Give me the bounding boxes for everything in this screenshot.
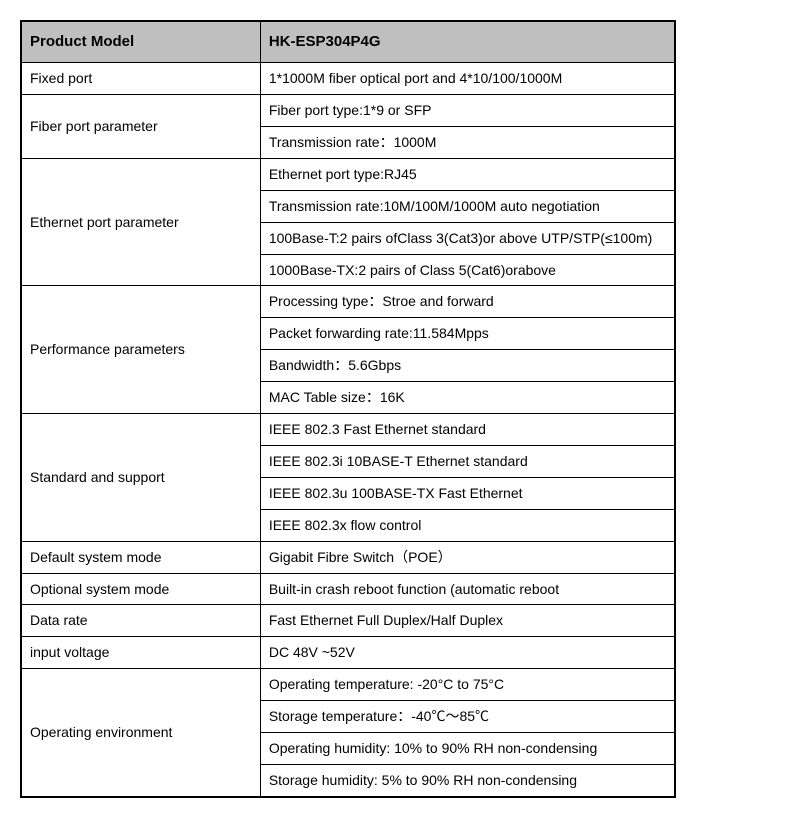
row-value: Processing type：Stroe and forward: [260, 286, 675, 318]
row-value: Bandwidth：5.6Gbps: [260, 350, 675, 382]
row-label: Ethernet port parameter: [21, 158, 260, 286]
header-value: HK-ESP304P4G: [260, 21, 675, 63]
row-label: Performance parameters: [21, 286, 260, 414]
row-value: 1*1000M fiber optical port and 4*10/100/…: [260, 63, 675, 95]
table-header-row: Product Model HK-ESP304P4G: [21, 21, 675, 63]
row-value: Operating temperature: -20°C to 75°C: [260, 669, 675, 701]
row-label: Optional system mode: [21, 573, 260, 605]
row-value: 100Base-T:2 pairs ofClass 3(Cat3)or abov…: [260, 222, 675, 254]
row-value: Fast Ethernet Full Duplex/Half Duplex: [260, 605, 675, 637]
row-value: 1000Base-TX:2 pairs of Class 5(Cat6)orab…: [260, 254, 675, 286]
table-row: Fiber port parameter Fiber port type:1*9…: [21, 95, 675, 127]
table-row: Data rate Fast Ethernet Full Duplex/Half…: [21, 605, 675, 637]
row-label: Operating environment: [21, 669, 260, 797]
table-row: Ethernet port parameter Ethernet port ty…: [21, 158, 675, 190]
row-value: Storage temperature：-40℃～85℃: [260, 701, 675, 733]
row-label: Fiber port parameter: [21, 95, 260, 159]
specification-table: Product Model HK-ESP304P4G Fixed port 1*…: [20, 20, 676, 798]
row-label: input voltage: [21, 637, 260, 669]
table-row: Operating environment Operating temperat…: [21, 669, 675, 701]
row-value: IEEE 802.3x flow control: [260, 509, 675, 541]
row-value: DC 48V ~52V: [260, 637, 675, 669]
table-row: Optional system mode Built-in crash rebo…: [21, 573, 675, 605]
row-value: Transmission rate：1000M: [260, 127, 675, 159]
table-row: Fixed port 1*1000M fiber optical port an…: [21, 63, 675, 95]
row-value: Built-in crash reboot function (automati…: [260, 573, 675, 605]
row-value: Gigabit Fibre Switch（POE）: [260, 541, 675, 573]
row-value: Transmission rate:10M/100M/1000M auto ne…: [260, 190, 675, 222]
row-value: IEEE 802.3 Fast Ethernet standard: [260, 414, 675, 446]
row-value: Storage humidity: 5% to 90% RH non-conde…: [260, 764, 675, 796]
row-label: Fixed port: [21, 63, 260, 95]
row-value: IEEE 802.3u 100BASE-TX Fast Ethernet: [260, 477, 675, 509]
row-label: Standard and support: [21, 414, 260, 542]
row-value: Operating humidity: 10% to 90% RH non-co…: [260, 732, 675, 764]
header-label: Product Model: [21, 21, 260, 63]
row-value: Packet forwarding rate:11.584Mpps: [260, 318, 675, 350]
table-row: input voltage DC 48V ~52V: [21, 637, 675, 669]
row-value: MAC Table size：16K: [260, 382, 675, 414]
row-label: Default system mode: [21, 541, 260, 573]
row-value: IEEE 802.3i 10BASE-T Ethernet standard: [260, 445, 675, 477]
row-value: Ethernet port type:RJ45: [260, 158, 675, 190]
row-value: Fiber port type:1*9 or SFP: [260, 95, 675, 127]
table-row: Performance parameters Processing type：S…: [21, 286, 675, 318]
row-label: Data rate: [21, 605, 260, 637]
table-row: Default system mode Gigabit Fibre Switch…: [21, 541, 675, 573]
table-row: Standard and support IEEE 802.3 Fast Eth…: [21, 414, 675, 446]
